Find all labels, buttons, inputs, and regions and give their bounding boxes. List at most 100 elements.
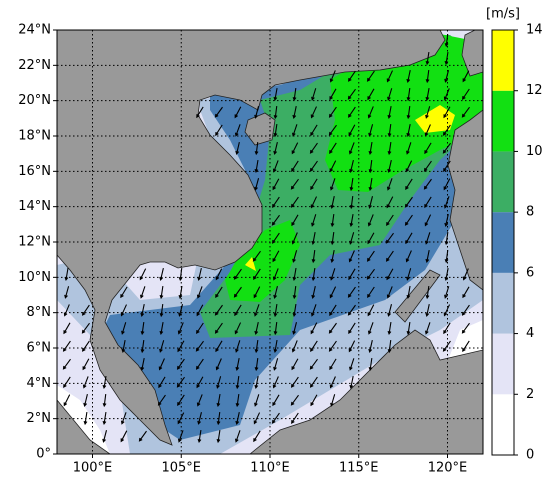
- wind-arrow: [216, 376, 222, 389]
- wind-arrow: [82, 304, 90, 316]
- wind-arrow: [349, 376, 354, 390]
- wind-arrow: [386, 178, 393, 191]
- wind-arrow: [233, 268, 242, 280]
- wind-arrow: [140, 339, 145, 354]
- wind-arrow: [311, 286, 316, 299]
- y-tick-label: 20°N: [18, 93, 51, 108]
- wind-arrow: [214, 322, 223, 334]
- wind-arrow: [367, 88, 375, 101]
- wind-arrow: [292, 87, 297, 102]
- wind-arrow: [292, 322, 298, 335]
- palawan: [394, 269, 441, 323]
- colorbar-tick-label: 6: [526, 265, 534, 280]
- wind-arrow: [158, 358, 165, 371]
- wind-arrow: [291, 358, 299, 371]
- wind-arrow: [423, 160, 432, 172]
- wind-arrow: [310, 106, 317, 119]
- wind-arrow: [444, 70, 450, 83]
- wind-arrow: [386, 268, 394, 281]
- wind-arrow: [235, 358, 240, 372]
- wind-arrow: [347, 286, 356, 298]
- wind-arrow: [235, 340, 241, 353]
- wind-arrow: [348, 340, 356, 353]
- wind-arrow: [461, 322, 470, 334]
- wind-arrow: [329, 70, 336, 83]
- wind-arrow: [348, 322, 356, 335]
- wind-arrow: [425, 51, 430, 66]
- wind-arrow: [425, 250, 430, 264]
- map-frame: [56, 29, 484, 455]
- colorbar-tick-label: 2: [526, 387, 534, 402]
- wind-arrow: [349, 160, 354, 173]
- wind-arrow: [272, 196, 280, 208]
- wind-arrow: [195, 340, 204, 352]
- wind-arrow: [215, 340, 223, 353]
- wind-arrow: [195, 358, 204, 370]
- wind-arrow: [290, 376, 299, 388]
- wind-arrow: [159, 340, 165, 353]
- wind-arrow: [196, 286, 203, 299]
- wind-arrow: [253, 412, 261, 425]
- wind-arrow: [196, 322, 204, 334]
- wind-arrow: [64, 267, 69, 282]
- y-tick-label: 10°N: [18, 270, 51, 285]
- wind-arrow: [461, 304, 470, 316]
- wind-arrow: [83, 411, 88, 426]
- wind-arrow: [405, 250, 412, 263]
- wind-arrow: [425, 69, 430, 84]
- wind-arrow: [197, 429, 202, 444]
- wind-arrow: [63, 322, 71, 335]
- x-tick-label: 120°E: [428, 461, 468, 476]
- wind-arrow: [234, 124, 241, 137]
- colorbar-bin: [492, 333, 514, 395]
- sumatra: [57, 399, 111, 454]
- wind-arrow: [273, 105, 278, 120]
- wind-arrow: [309, 376, 318, 388]
- wind-arrow: [368, 340, 373, 353]
- wind-arrow: [387, 141, 392, 156]
- wind-arrow: [424, 214, 432, 227]
- wind-arrow: [254, 394, 260, 407]
- wind-arrow: [330, 394, 336, 407]
- luzon: [447, 109, 483, 291]
- wind-arrow: [311, 249, 316, 264]
- wind-arrow: [387, 160, 392, 173]
- wind-arrow: [177, 322, 184, 335]
- wind-arrow: [291, 214, 299, 227]
- wind-arrow: [159, 268, 164, 281]
- wind-arrow: [443, 106, 451, 119]
- wind-arrow: [349, 213, 354, 228]
- wind-arrow: [462, 286, 470, 299]
- y-tick-label: 6°N: [27, 341, 52, 356]
- wind-arrow: [273, 87, 278, 102]
- wind-arrow: [102, 411, 107, 426]
- wind-arrow: [178, 285, 183, 300]
- contour-region: [245, 257, 256, 271]
- wind-arrow: [64, 286, 70, 299]
- wind-arrow: [368, 177, 373, 192]
- wind-arrow: [406, 142, 412, 155]
- wind-arrow: [63, 394, 71, 407]
- wind-arrow: [406, 321, 411, 336]
- wind-arrow: [215, 358, 222, 371]
- wind-arrow: [406, 268, 412, 281]
- wind-arrow: [102, 375, 107, 390]
- wind-arrow: [462, 88, 470, 100]
- wind-arrow: [254, 357, 259, 372]
- wind-arrow: [216, 411, 221, 426]
- y-tick-label: 24°N: [18, 23, 51, 38]
- wind-arrow: [368, 159, 373, 174]
- wind-arrow: [310, 178, 318, 191]
- wind-arrow: [273, 142, 278, 155]
- wind-arrow: [367, 214, 374, 227]
- wind-arrow: [235, 142, 240, 155]
- wind-arrow: [291, 142, 299, 155]
- wind-arrow: [425, 304, 430, 317]
- wind-arrow: [62, 340, 71, 352]
- y-tick-label: 18°N: [18, 129, 51, 144]
- wind-arrow: [197, 268, 202, 281]
- wind-arrow: [157, 394, 166, 406]
- wind-arrow: [444, 214, 449, 227]
- wind-arrow: [329, 376, 336, 389]
